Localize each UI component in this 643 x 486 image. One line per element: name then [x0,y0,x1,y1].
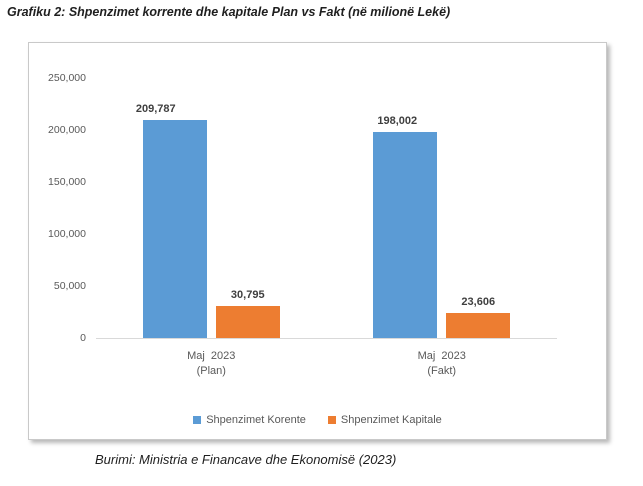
x-axis-line [96,338,557,339]
chart-frame: 250,000 200,000 150,000 100,000 50,000 0 209,7… [28,42,607,440]
bar-value-label: 209,787 [135,102,176,115]
x-axis-category-line1: Maj 2023 [187,350,236,362]
legend-label: Shpenzimet Kapitale [340,414,442,426]
bar-value-label: 198,002 [377,115,418,128]
legend-label: Shpenzimet Korente [206,414,306,426]
legend-swatch-shpenzimet-kapitale [327,416,336,424]
x-axis-category-label: Maj 2023 (Plan) [151,349,271,379]
figure-title: Grafiku 2: Shpenzimet korrente dhe kapit… [7,5,451,19]
plot-area: 250,000 200,000 150,000 100,000 50,000 0 209,7… [29,43,606,439]
bar-shpenzimet-korente-plan [142,119,207,338]
y-axis-tick-label: 100,000 [48,228,86,240]
legend-swatch-shpenzimet-korente [193,416,202,424]
bar-value-label: 23,606 [461,296,496,309]
x-axis-category-line1: Maj 2023 [417,350,466,362]
chart-legend: Shpenzimet Korente Shpenzimet Kapitale [29,414,606,426]
bar-value-label: 30,795 [230,288,265,301]
bar-shpenzimet-kapitale-fakt [446,313,511,338]
y-axis-tick-label: 250,000 [48,72,86,84]
y-axis-tick-label: 150,000 [48,176,86,188]
bar-shpenzimet-kapitale-plan [215,305,280,338]
y-axis-tick-label: 0 [80,332,86,344]
bar-shpenzimet-korente-fakt [373,132,438,338]
x-axis-category-line2: (Fakt) [427,365,457,377]
x-axis-category-label: Maj 2023 (Fakt) [382,349,502,379]
y-axis-tick-label: 200,000 [48,124,86,136]
x-axis-category-line2: (Plan) [196,365,226,377]
legend-item-shpenzimet-kapitale: Shpenzimet Kapitale [327,414,442,426]
legend-item-shpenzimet-korente: Shpenzimet Korente [193,414,306,426]
figure-source: Burimi: Ministria e Financave dhe Ekonom… [95,452,397,467]
y-axis-tick-label: 50,000 [53,280,86,292]
